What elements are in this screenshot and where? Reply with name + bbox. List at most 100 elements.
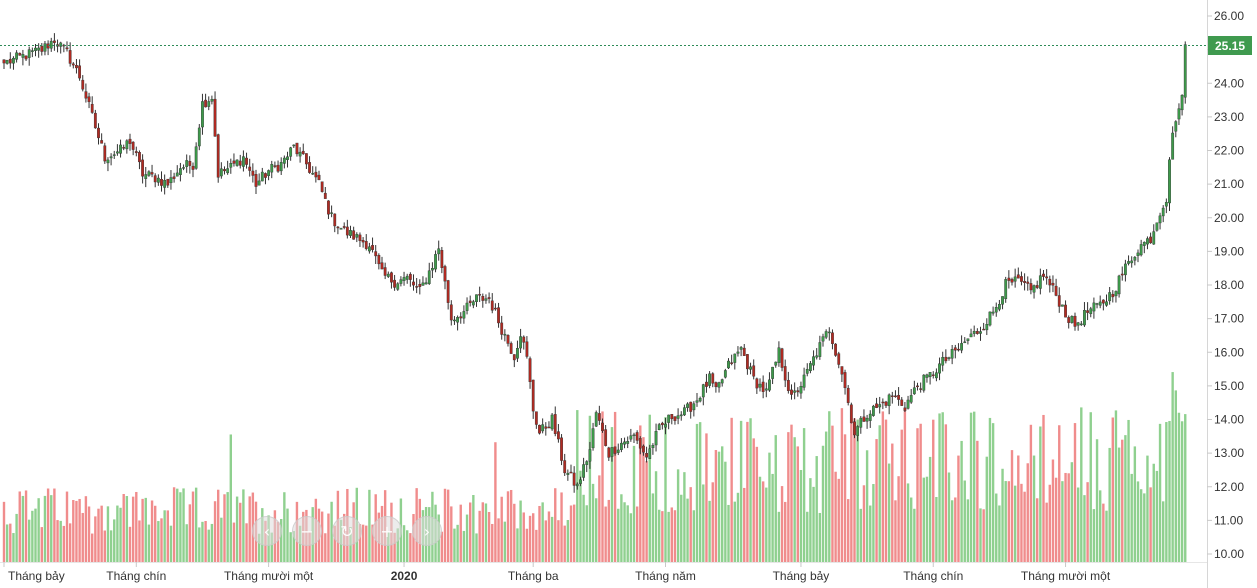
candle [969,333,973,338]
candle [553,414,557,435]
volume-bar [588,415,592,562]
volume-bar [1146,455,1149,562]
candle [349,230,352,236]
candle [821,336,825,342]
volume-bar [513,503,516,562]
volume-bar [950,500,954,562]
candle [739,347,743,350]
candle [616,449,620,453]
candle [727,360,730,369]
scroll-right-button[interactable]: › [412,516,442,546]
volume-bar [62,525,66,562]
candle [541,424,545,432]
candle [282,157,286,164]
volume-bar [897,476,900,562]
volume-bar [226,492,229,562]
volume-bar [9,523,12,562]
volume-bar [1171,372,1174,562]
volume-bar [932,419,935,562]
volume-bar [664,417,667,562]
candle [509,343,513,354]
candle [1123,263,1127,276]
volume-bar [78,498,81,562]
candle [534,411,538,425]
volume-bar [840,408,844,562]
zoom-out-button[interactable]: − [292,516,322,546]
candle [163,179,167,188]
volume-bar [292,531,295,562]
volume-bar [472,495,475,562]
zoom-in-button[interactable]: + [372,516,402,546]
candle [632,434,636,437]
candle [84,91,88,99]
volume-bar [1095,439,1099,562]
volume-bar [478,510,481,562]
candle [711,373,715,384]
volume-bar [450,506,453,562]
volume-bar [554,488,557,562]
volume-bar [1058,425,1061,562]
reset-button[interactable]: ↻ [332,516,362,546]
volume-bar [947,472,951,562]
candle [383,267,387,276]
candle [613,446,617,454]
volume-bar [1124,435,1127,562]
volume-bar [1070,462,1074,562]
volume-bar [324,533,327,562]
volume-bar [1004,481,1007,562]
candle [59,42,63,47]
candle [68,50,72,64]
candle [1070,315,1074,323]
candle [138,152,141,163]
volume-bar [446,489,450,562]
candle [894,395,897,398]
candle [18,52,22,56]
volume-bar [991,423,995,562]
volume-bar [131,496,135,562]
volume-bar [869,505,872,562]
candle [853,421,856,436]
candle [679,414,683,417]
candle [1051,282,1055,286]
volume-bar [154,505,157,562]
candle [610,447,614,457]
candle [673,416,677,421]
volume-bar [771,473,774,562]
volume-bar [572,504,576,562]
candle [213,98,217,137]
scroll-left-button[interactable]: ‹ [252,516,282,546]
volume-bar [169,525,173,562]
candle [563,460,567,474]
y-tick-label: 16.00 [1214,345,1244,359]
candle [462,311,466,319]
volume-bar [998,505,1001,562]
candle [393,279,396,288]
volume-bar [535,529,538,562]
volume-bar [371,524,374,562]
candle [519,336,523,349]
candle [427,270,431,284]
candle [8,58,12,64]
volume-bar [859,508,862,562]
volume-bar [128,526,132,562]
volume-bar [843,434,847,562]
volume-bar [1001,468,1004,562]
volume-bar [976,440,979,562]
candle [588,449,592,462]
volume-bar [1045,502,1048,562]
volume-bar [462,530,466,562]
volume-bar [248,496,251,562]
candle [431,268,434,271]
volume-bar [969,412,973,562]
y-tick-label: 14.00 [1214,413,1244,427]
candle [875,403,878,408]
y-tick-label: 10.00 [1214,547,1244,561]
volume-bar [210,523,214,562]
candle [12,57,15,64]
volume-bar [239,502,242,562]
volume-bar [579,470,582,562]
candle [714,382,718,388]
volume-bar [97,508,100,562]
volume-bar [59,520,62,562]
volume-bar [37,498,40,562]
